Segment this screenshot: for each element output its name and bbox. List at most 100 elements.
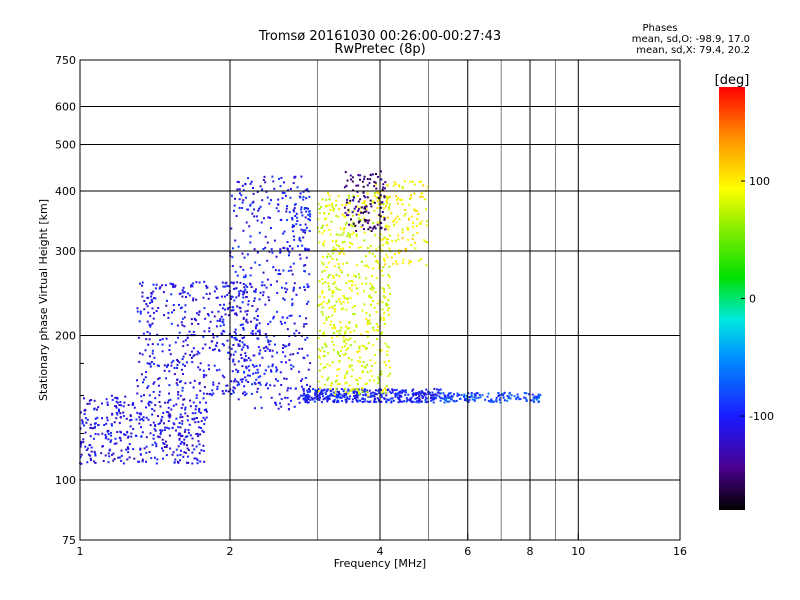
data-point [394, 183, 397, 185]
data-point [327, 395, 329, 398]
data-point [288, 314, 291, 317]
data-point [195, 433, 198, 436]
data-point [486, 395, 489, 398]
data-point [247, 303, 250, 306]
data-point [263, 175, 266, 178]
data-point [356, 205, 359, 208]
data-point [250, 320, 252, 323]
data-point [237, 344, 240, 347]
data-point [339, 269, 342, 272]
data-point [331, 295, 334, 298]
data-point [155, 462, 158, 465]
data-point [418, 395, 421, 397]
data-point [513, 395, 516, 398]
data-point [343, 297, 346, 300]
data-point [465, 399, 468, 402]
data-point [153, 362, 156, 365]
data-point [449, 392, 452, 395]
data-point [306, 389, 309, 392]
data-point [259, 205, 262, 208]
data-point [330, 336, 333, 339]
data-point [516, 393, 519, 396]
data-point [286, 316, 289, 319]
data-point [152, 421, 155, 424]
data-point [105, 398, 108, 401]
data-point [456, 394, 459, 397]
data-point [381, 211, 384, 213]
data-point [384, 263, 387, 266]
data-point [139, 312, 142, 315]
data-point [298, 253, 301, 256]
data-point [254, 332, 257, 335]
data-point [323, 355, 326, 358]
data-point [467, 392, 470, 395]
data-point [294, 387, 297, 390]
data-point [337, 245, 340, 248]
data-point [245, 392, 248, 395]
data-point [159, 433, 162, 436]
x-tick-label: 4 [377, 545, 384, 558]
data-point [305, 226, 308, 229]
data-point [140, 400, 143, 403]
data-point [289, 265, 292, 268]
data-point [288, 254, 290, 257]
data-point [282, 269, 285, 272]
data-point [154, 441, 157, 444]
data-point [412, 388, 415, 391]
data-point [354, 397, 356, 400]
data-point [236, 371, 239, 374]
data-point [380, 239, 383, 242]
data-point [499, 394, 502, 397]
data-point [286, 241, 289, 243]
data-point [369, 304, 372, 306]
data-point [361, 180, 364, 183]
data-point [423, 392, 425, 395]
data-point [403, 214, 406, 217]
data-point [189, 399, 192, 402]
data-point [243, 290, 246, 293]
data-point [377, 389, 380, 392]
data-point [114, 405, 117, 408]
data-point [352, 387, 355, 390]
data-point [195, 298, 198, 301]
data-point [94, 417, 97, 420]
data-point [89, 457, 92, 460]
data-point [183, 438, 186, 441]
data-point [349, 241, 352, 244]
data-point [195, 405, 198, 408]
data-point [268, 250, 271, 253]
data-point [201, 347, 204, 350]
data-point [338, 392, 341, 395]
data-point [351, 284, 353, 287]
data-point [369, 173, 372, 176]
data-point [388, 360, 390, 363]
data-point [245, 196, 247, 199]
data-point [104, 454, 107, 457]
data-point [334, 308, 336, 311]
data-point [109, 431, 112, 434]
data-point [322, 244, 325, 247]
data-point [272, 266, 275, 269]
data-point [332, 388, 334, 391]
data-point [433, 398, 436, 401]
data-point [270, 396, 273, 399]
data-point [157, 378, 160, 381]
data-point [149, 301, 152, 304]
data-point [211, 340, 214, 343]
data-point [532, 396, 535, 399]
data-point [423, 239, 426, 242]
data-point [222, 318, 225, 321]
data-point [292, 286, 295, 289]
data-point [502, 396, 505, 399]
data-point [282, 351, 284, 354]
data-point [334, 393, 336, 396]
data-point [231, 295, 234, 298]
data-point [380, 349, 383, 352]
data-point [233, 337, 236, 339]
data-point [108, 449, 111, 452]
data-point [252, 192, 255, 195]
data-point [418, 398, 421, 401]
data-point [237, 181, 240, 184]
data-point [181, 416, 184, 418]
data-point [184, 339, 187, 342]
